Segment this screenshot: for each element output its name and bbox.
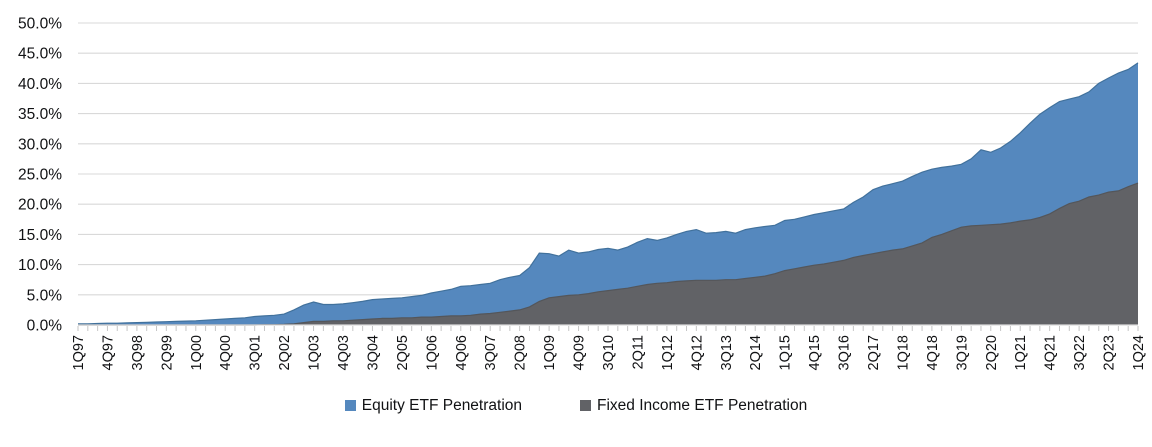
svg-text:2Q20: 2Q20 bbox=[984, 335, 1000, 370]
svg-text:50.0%: 50.0% bbox=[18, 16, 62, 33]
chart-legend: Equity ETF Penetration Fixed Income ETF … bbox=[0, 398, 1152, 414]
svg-text:3Q98: 3Q98 bbox=[130, 335, 146, 370]
svg-text:3Q13: 3Q13 bbox=[719, 335, 735, 370]
svg-text:40.0%: 40.0% bbox=[18, 76, 62, 93]
svg-text:0.0%: 0.0% bbox=[27, 318, 63, 335]
svg-text:4Q97: 4Q97 bbox=[100, 335, 116, 370]
svg-text:3Q22: 3Q22 bbox=[1072, 335, 1088, 370]
area-chart-canvas: 0.0% 5.0% 10.0% 15.0% 20.0% 25.0% 30.0% 35.0% 40… bbox=[18, 16, 1147, 371]
svg-text:15.0%: 15.0% bbox=[18, 227, 62, 244]
svg-text:2Q99: 2Q99 bbox=[159, 335, 175, 370]
svg-text:2Q02: 2Q02 bbox=[277, 335, 293, 370]
svg-text:3Q16: 3Q16 bbox=[837, 335, 853, 370]
svg-text:3Q19: 3Q19 bbox=[954, 335, 970, 370]
svg-text:1Q09: 1Q09 bbox=[542, 335, 558, 370]
svg-text:4Q18: 4Q18 bbox=[925, 335, 941, 370]
y-axis-labels: 0.0% 5.0% 10.0% 15.0% 20.0% 25.0% 30.0% 35.0% 40… bbox=[18, 16, 62, 335]
fixed-income-legend-swatch bbox=[580, 400, 592, 412]
svg-text:4Q21: 4Q21 bbox=[1043, 335, 1059, 370]
svg-text:30.0%: 30.0% bbox=[18, 136, 62, 153]
svg-text:25.0%: 25.0% bbox=[18, 167, 62, 184]
svg-text:1Q03: 1Q03 bbox=[307, 335, 323, 370]
svg-text:5.0%: 5.0% bbox=[27, 287, 63, 304]
svg-text:1Q18: 1Q18 bbox=[895, 335, 911, 370]
svg-text:2Q23: 2Q23 bbox=[1102, 335, 1118, 370]
svg-text:4Q15: 4Q15 bbox=[807, 335, 823, 370]
svg-text:1Q21: 1Q21 bbox=[1013, 335, 1029, 370]
svg-text:2Q08: 2Q08 bbox=[513, 335, 529, 370]
svg-text:4Q12: 4Q12 bbox=[689, 335, 705, 370]
svg-text:3Q07: 3Q07 bbox=[483, 335, 499, 370]
legend-item-fixed-income: Fixed Income ETF Penetration bbox=[580, 398, 807, 414]
svg-text:1Q00: 1Q00 bbox=[189, 335, 205, 370]
x-axis bbox=[77, 324, 1139, 331]
svg-text:4Q09: 4Q09 bbox=[572, 335, 588, 370]
svg-text:35.0%: 35.0% bbox=[18, 106, 62, 123]
svg-text:45.0%: 45.0% bbox=[18, 46, 62, 63]
svg-text:2Q11: 2Q11 bbox=[630, 335, 646, 369]
svg-text:1Q97: 1Q97 bbox=[71, 335, 87, 370]
svg-text:4Q00: 4Q00 bbox=[218, 335, 234, 370]
x-axis-labels: 1Q97 4Q97 3Q98 2Q99 1Q00 4Q00 3Q01 2Q02 1Q03 4Q03… bbox=[71, 335, 1147, 370]
svg-text:2Q14: 2Q14 bbox=[748, 335, 764, 370]
equity-legend-label: Equity ETF Penetration bbox=[361, 397, 523, 414]
legend-item-equity: Equity ETF Penetration bbox=[344, 397, 523, 414]
svg-text:20.0%: 20.0% bbox=[18, 197, 62, 214]
svg-text:1Q06: 1Q06 bbox=[424, 335, 440, 370]
svg-text:3Q01: 3Q01 bbox=[248, 335, 264, 370]
svg-text:3Q04: 3Q04 bbox=[365, 335, 381, 370]
svg-text:4Q06: 4Q06 bbox=[454, 335, 470, 370]
svg-text:2Q05: 2Q05 bbox=[395, 335, 411, 370]
svg-text:2Q17: 2Q17 bbox=[866, 335, 882, 370]
equity-legend-swatch bbox=[344, 400, 356, 412]
area-series bbox=[78, 62, 1139, 326]
fixed-income-legend-label: Fixed Income ETF Penetration bbox=[597, 397, 808, 414]
gridlines bbox=[78, 22, 1138, 296]
svg-text:1Q12: 1Q12 bbox=[660, 335, 676, 370]
svg-text:3Q10: 3Q10 bbox=[601, 335, 617, 370]
svg-text:10.0%: 10.0% bbox=[18, 257, 62, 274]
svg-text:4Q03: 4Q03 bbox=[336, 335, 352, 370]
svg-text:1Q15: 1Q15 bbox=[778, 335, 794, 370]
svg-text:1Q24: 1Q24 bbox=[1131, 335, 1147, 370]
